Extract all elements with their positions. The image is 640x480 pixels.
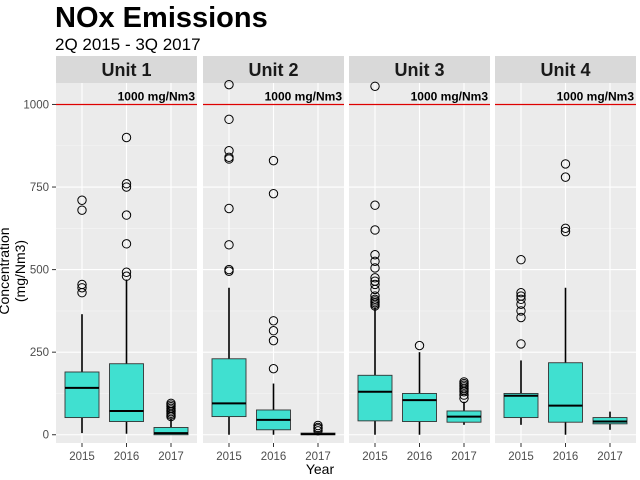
outlier-point [77,195,87,205]
x-tick-label: 2015 [216,451,242,463]
box [109,363,144,422]
outlier-point [224,114,234,125]
outlier-point [121,179,132,189]
panel-strip [203,56,344,83]
outlier-point [370,256,380,267]
outlier-point [414,340,425,351]
outlier-point [370,291,380,301]
outlier-point [268,363,279,374]
outlier-point [121,210,132,220]
outlier-point [370,273,380,283]
threshold-label: 1000 mg/Nm3 [557,89,635,103]
outlier-point [268,155,279,166]
y-tick-label: 750 [30,182,49,194]
box [64,371,100,419]
outlier-point [166,398,176,409]
outlier-point [121,271,132,281]
outlier-point [516,254,526,265]
panel-title: Unit 3 [394,60,444,80]
outlier-point [370,276,380,286]
panel-title: Unit 1 [101,60,151,80]
y-tick-label: 1000 [23,99,49,111]
outlier-point [516,306,526,316]
outlier-point [459,377,469,387]
x-tick-label: 2017 [451,451,477,463]
outlier-point [560,159,571,169]
y-tick-label: 500 [30,265,49,277]
outlier-point [121,239,132,249]
threshold-label: 1000 mg/Nm3 [411,89,489,103]
y-tick-label: 250 [30,347,49,359]
box [548,362,583,423]
outlier-point [370,263,380,273]
outlier-point [370,200,380,210]
x-tick-label: 2016 [553,451,579,463]
outlier-point [224,152,234,163]
threshold-label: 1000 mg/Nm3 [118,89,196,103]
outlier-point [268,316,279,326]
x-axis-label: Year [305,461,335,477]
outlier-point [268,326,279,336]
box [357,374,393,422]
outlier-point [313,420,323,431]
x-tick-label: 2016 [114,451,140,463]
outlier-point [224,240,234,250]
outlier-point [224,79,234,90]
outlier-point [121,182,132,192]
outlier-point [370,81,380,92]
x-tick-label: 2015 [362,451,388,463]
outlier-point [560,172,571,182]
x-tick-label: 2015 [508,451,534,463]
chart-subtitle: 2Q 2015 - 3Q 2017 [55,35,201,54]
outlier-point [77,279,87,290]
outlier-point [224,203,234,214]
outlier-point [370,250,380,260]
x-tick-label: 2016 [261,451,287,463]
outlier-point [370,294,380,305]
outlier-point [77,283,87,293]
panel-title: Unit 4 [540,60,590,80]
outlier-point [224,264,234,275]
outlier-point [268,335,279,346]
x-tick-label: 2017 [158,451,184,463]
threshold-label: 1000 mg/Nm3 [265,89,343,103]
chart-title: NOx Emissions [55,2,268,34]
panel-title: Unit 2 [248,60,298,80]
outlier-point [516,288,526,298]
panel-strip [349,56,490,83]
x-tick-label: 2017 [597,451,623,463]
box [153,427,189,436]
outlier-point [516,312,526,323]
x-tick-label: 2017 [305,451,331,463]
outlier-point [121,267,132,277]
box [503,393,539,419]
box [211,358,247,418]
y-tick-label: 0 [43,430,49,442]
outlier-point [224,146,234,156]
outlier-point [370,225,380,235]
panel-strip [56,56,197,83]
outlier-point [370,279,380,290]
outlier-point [560,226,571,237]
outlier-point [516,339,526,349]
outlier-point [560,223,571,234]
outlier-point [516,294,526,305]
outlier-point [516,291,526,301]
outlier-point [77,205,87,215]
panel-strip [495,56,636,83]
outlier-point [121,132,132,143]
x-tick-label: 2016 [407,451,433,463]
outlier-point [268,188,279,199]
x-tick-label: 2015 [69,451,95,463]
box [402,393,437,422]
